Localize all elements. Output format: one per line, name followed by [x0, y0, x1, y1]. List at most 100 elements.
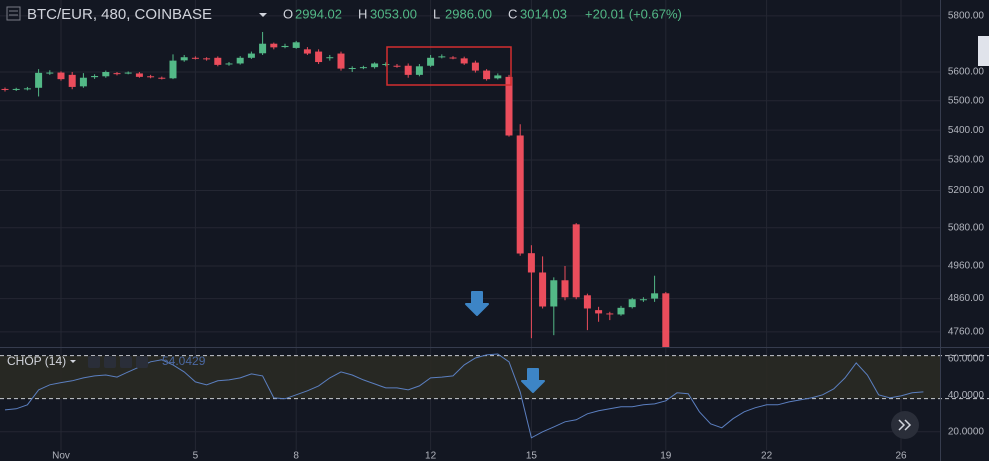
- candle-body: [662, 293, 670, 347]
- candle-body: [572, 224, 580, 298]
- candle-body: [1, 88, 9, 90]
- scroll-icon: [898, 419, 912, 431]
- candle-body: [606, 313, 614, 315]
- y-tick-label: 60.0000: [948, 354, 985, 365]
- candle-body: [449, 57, 457, 59]
- indicator-button[interactable]: [88, 356, 100, 368]
- candle-body: [270, 43, 278, 48]
- x-tick-label: 22: [761, 451, 773, 461]
- candle-body: [617, 307, 625, 315]
- ohlc-label: L: [433, 6, 440, 21]
- menu-icon[interactable]: [6, 6, 21, 21]
- candle-body: [91, 76, 99, 78]
- y-tick-label: 4760.00: [948, 326, 985, 337]
- candle-body: [337, 53, 345, 69]
- band-fill: [0, 355, 940, 399]
- candle-body: [505, 76, 513, 136]
- y-tick-label: 5500.00: [948, 95, 985, 106]
- ohlc-label: O: [283, 6, 293, 21]
- candle-body: [628, 299, 636, 308]
- candle-body: [225, 63, 233, 65]
- candle-body: [236, 57, 244, 64]
- candle-body: [561, 280, 569, 298]
- indicator-value: 54.0429: [162, 354, 206, 368]
- candle-body: [595, 310, 603, 314]
- side-panel-edge: [978, 36, 989, 66]
- candle-body: [393, 65, 401, 67]
- y-tick-label: 5800.00: [948, 11, 985, 22]
- candle-body: [550, 280, 558, 307]
- y-tick-label: 20.0000: [948, 426, 985, 437]
- y-tick-label: 5400.00: [948, 125, 985, 136]
- candle-body: [214, 57, 222, 65]
- candle-body: [415, 66, 423, 75]
- candle-body: [135, 73, 143, 77]
- candle-body: [113, 73, 121, 75]
- y-tick-label: 5300.00: [948, 155, 985, 166]
- dropdown-caret[interactable]: [70, 360, 76, 363]
- candle-body: [438, 56, 446, 58]
- chop-line: [4, 353, 924, 439]
- x-tick-label: 26: [895, 451, 907, 461]
- indicator-name[interactable]: CHOP (14): [7, 354, 66, 368]
- symbol[interactable]: BTC/EUR, 480, COINBASE: [27, 6, 212, 23]
- candle-body: [292, 42, 300, 48]
- candle-body: [516, 135, 524, 254]
- candle-body: [102, 72, 110, 77]
- chop-band: [0, 355, 989, 400]
- ohlc-value: 2986.00: [445, 6, 492, 21]
- candle-body: [583, 295, 591, 309]
- indicator-button[interactable]: [104, 356, 116, 368]
- ohlc-value: 3053.00: [370, 6, 417, 21]
- candle-body: [315, 51, 323, 63]
- candle-body: [427, 57, 435, 66]
- candle-body: [471, 62, 479, 71]
- candle-body: [382, 64, 390, 66]
- candle-body: [158, 77, 166, 79]
- candle-body: [35, 72, 43, 88]
- candle-body: [371, 63, 379, 68]
- candle-body: [57, 72, 65, 80]
- candle-body: [203, 58, 211, 60]
- ohlc-value: 2994.02: [295, 6, 342, 21]
- candle-body: [539, 272, 547, 307]
- candle-body: [247, 53, 255, 58]
- candle-body: [124, 72, 132, 74]
- candle-body: [68, 74, 76, 87]
- candle-body: [460, 58, 468, 64]
- candle-body: [46, 72, 54, 74]
- candle-body: [359, 67, 367, 69]
- y-tick-label: 5200.00: [948, 185, 985, 196]
- candle-body: [259, 43, 267, 54]
- candle-body: [23, 88, 31, 90]
- candle-body: [281, 45, 289, 48]
- ohlc-label: C: [508, 6, 517, 21]
- candle-body: [527, 253, 535, 273]
- candle-body: [348, 68, 356, 70]
- indicator-button[interactable]: [120, 356, 132, 368]
- candle-body: [483, 70, 491, 80]
- x-tick-label: 19: [660, 451, 672, 461]
- x-tick-label: 8: [293, 451, 299, 461]
- ohlc-value: 3014.03: [520, 6, 567, 21]
- candle-body: [180, 57, 188, 61]
- x-tick-label: 12: [425, 451, 437, 461]
- candles: [1, 31, 670, 347]
- candle-body: [639, 299, 647, 301]
- candle-body: [12, 88, 20, 90]
- indicator: [4, 353, 924, 439]
- y-tick-label: 40.0000: [948, 390, 985, 401]
- x-tick-label: Nov: [52, 451, 70, 461]
- indicator-button[interactable]: [136, 356, 148, 368]
- candle-body: [191, 57, 199, 59]
- ohlc-label: H: [358, 6, 367, 21]
- y-tick-label: 4860.00: [948, 293, 985, 304]
- candle-body: [494, 75, 502, 79]
- x-tick-label: 15: [526, 451, 538, 461]
- dropdown-caret[interactable]: [259, 13, 267, 17]
- candle-body: [147, 76, 155, 78]
- candle-body: [404, 65, 412, 75]
- x-tick-label: 5: [193, 451, 199, 461]
